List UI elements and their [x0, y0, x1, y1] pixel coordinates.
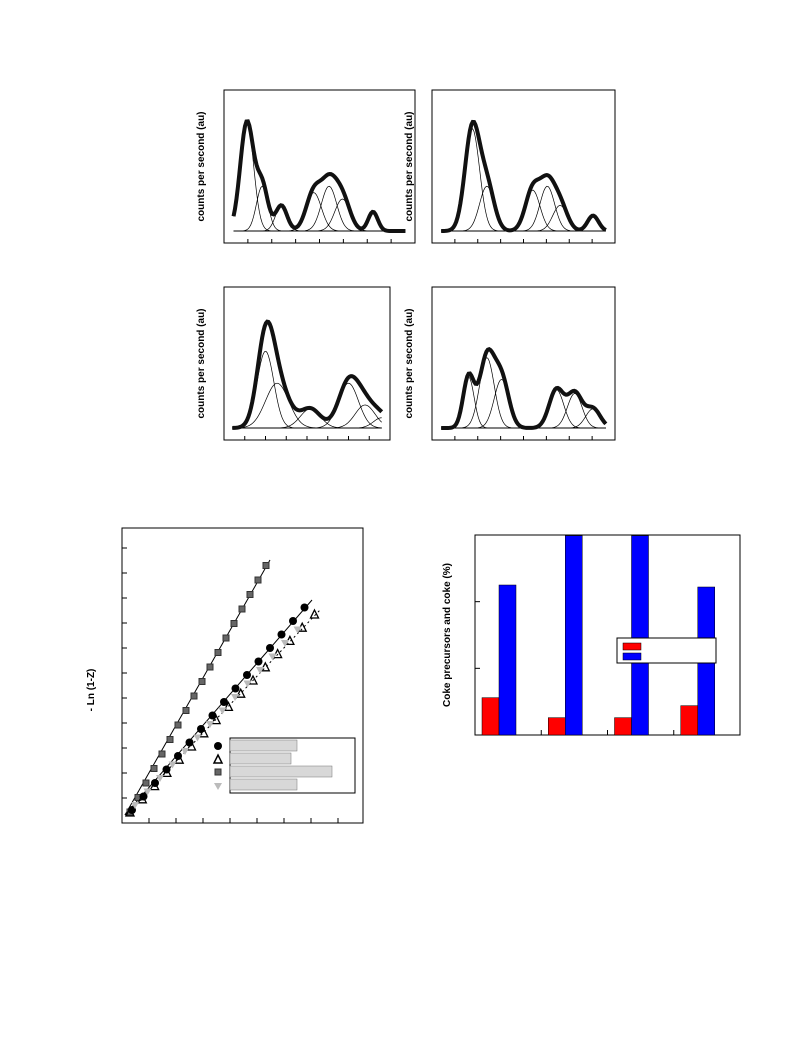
point	[186, 740, 197, 751]
point	[142, 779, 150, 787]
bar	[498, 584, 517, 736]
point	[211, 714, 222, 725]
y-axis-label: counts per second (au)	[196, 308, 207, 418]
legend-symbol	[212, 753, 224, 764]
point	[277, 630, 286, 639]
legend-frame	[616, 637, 717, 664]
point	[150, 765, 158, 772]
point	[256, 667, 264, 674]
spectra-figure: counts per second (au) counts per second …	[196, 89, 616, 441]
inset-bar	[229, 752, 292, 765]
inset-bar	[229, 778, 298, 791]
bar	[631, 535, 649, 736]
component-curve	[232, 417, 382, 429]
legend-symbol	[214, 768, 222, 776]
y-axis-label: Coke precursors and coke (%)	[442, 563, 453, 707]
point	[281, 640, 289, 647]
point	[218, 707, 227, 715]
point	[137, 793, 148, 804]
bar	[548, 717, 566, 736]
point	[268, 653, 277, 661]
point	[181, 748, 189, 755]
point	[182, 707, 190, 714]
envelope-curve	[441, 347, 608, 430]
legend-swatch	[622, 642, 642, 651]
inset-bar	[229, 739, 298, 752]
point	[262, 562, 270, 569]
fit-line	[124, 559, 271, 816]
point	[166, 736, 174, 743]
bar	[481, 697, 500, 736]
point	[174, 721, 182, 729]
point	[156, 775, 164, 782]
point	[168, 761, 177, 769]
y-axis-label: counts per second (au)	[404, 308, 415, 418]
point	[230, 620, 238, 627]
point	[190, 692, 198, 700]
point	[235, 687, 246, 698]
point	[174, 753, 185, 764]
point	[149, 780, 160, 791]
point	[198, 678, 206, 685]
inset-bar	[229, 765, 333, 778]
point	[309, 608, 320, 619]
component-curve	[233, 121, 406, 232]
point	[254, 657, 263, 666]
component-curve	[232, 408, 382, 429]
bar	[680, 705, 698, 736]
point	[247, 674, 259, 685]
point	[293, 626, 302, 634]
point	[198, 727, 209, 738]
point	[131, 802, 139, 809]
bar	[614, 717, 632, 736]
point	[214, 649, 222, 656]
point	[243, 671, 251, 679]
point	[124, 806, 136, 817]
point	[231, 684, 240, 693]
point	[231, 694, 239, 701]
point	[254, 576, 262, 584]
bar	[565, 535, 583, 736]
point	[266, 644, 274, 652]
point	[143, 788, 152, 796]
envelope-curve	[232, 319, 384, 430]
legend-symbol	[214, 742, 222, 750]
point	[238, 605, 246, 613]
legend-symbol	[214, 783, 222, 790]
y-axis-label: counts per second (au)	[404, 111, 415, 221]
point	[185, 738, 194, 747]
point	[289, 617, 297, 625]
kinetics-figure: - Ln (1-Z)	[86, 527, 364, 824]
envelope-curve	[231, 119, 406, 233]
point	[206, 721, 214, 728]
point	[260, 661, 271, 672]
plot-frame	[121, 527, 364, 824]
point	[300, 603, 309, 612]
component-curve	[441, 357, 606, 429]
point	[161, 766, 172, 778]
point	[243, 680, 252, 688]
point	[193, 734, 202, 742]
y-axis-label: counts per second (au)	[196, 111, 207, 221]
envelope-curve	[441, 119, 607, 233]
bar-chart: Coke precursors and coke (%)	[442, 534, 741, 736]
point	[158, 750, 166, 758]
point	[206, 663, 214, 671]
y-axis-label: - Ln (1-Z)	[86, 669, 97, 712]
point	[220, 698, 228, 706]
legend-swatch	[622, 652, 642, 661]
point	[223, 700, 234, 712]
point	[246, 591, 254, 598]
point	[222, 634, 230, 642]
component-curve	[441, 408, 607, 429]
